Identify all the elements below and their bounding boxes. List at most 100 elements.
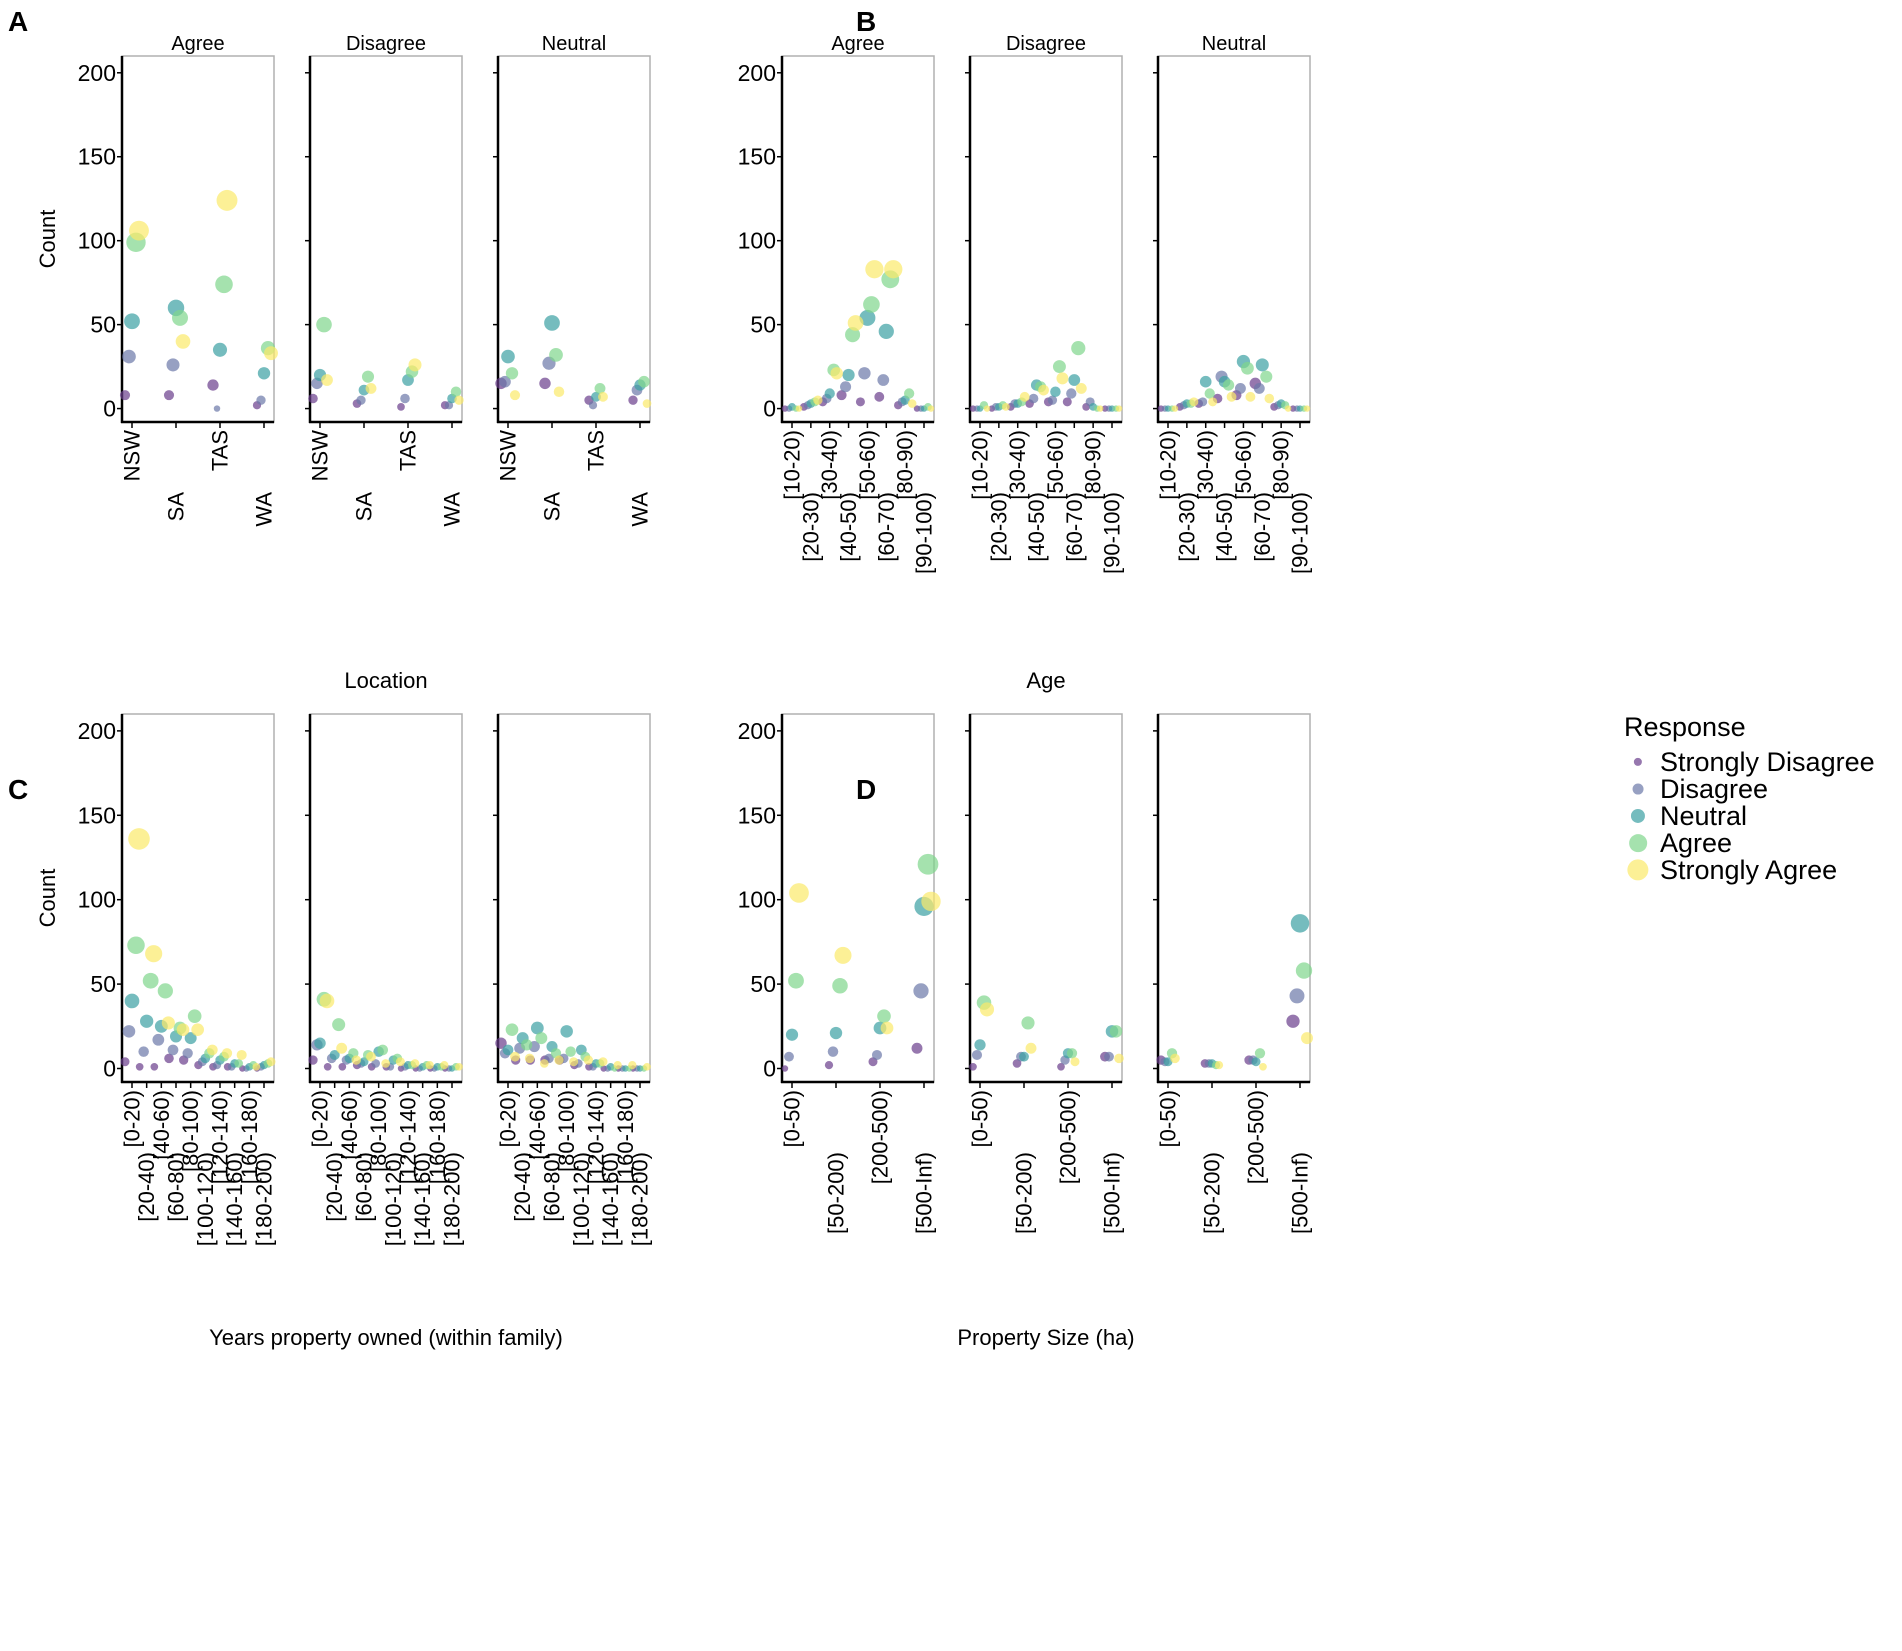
point-agree (535, 1032, 548, 1045)
point-strongly-agree (884, 260, 903, 279)
point-strongly-agree (216, 189, 238, 211)
x-tick-label: [50-200) (824, 1152, 849, 1234)
x-tick-label: [50-60) (855, 430, 880, 500)
point-agree (917, 853, 939, 875)
legend-item-strongly-disagree: Strongly Disagree (1624, 749, 1875, 776)
point-strongly-agree (1264, 393, 1275, 404)
x-tick-label: [160-180) (237, 1090, 262, 1184)
point-strongly-agree (847, 315, 864, 331)
x-tick-label: NSW (120, 430, 145, 482)
facet-panel-border (497, 55, 651, 423)
x-tick-label: WA (252, 492, 277, 527)
point-disagree (784, 1051, 794, 1062)
chart-b: 050100150200Agree[10-20)[20-30)[30-40)[4… (738, 33, 1313, 574)
x-tick-label: [50-200) (1200, 1152, 1225, 1234)
point-strongly-agree (983, 405, 991, 412)
point-strongly-disagree (1057, 1062, 1065, 1071)
point-strongly-agree (834, 946, 852, 964)
point-neutral (591, 391, 601, 402)
x-tick-label: [10-20) (968, 430, 993, 500)
chart-title-d: Age (1026, 668, 1065, 693)
point-strongly-disagree (781, 1065, 789, 1072)
point-strongly-disagree (397, 403, 405, 411)
point-neutral (1019, 1051, 1029, 1062)
x-tick-label: SA (164, 492, 189, 522)
x-tick-label: [120-140) (208, 1090, 233, 1184)
point-strongly-disagree (120, 1057, 130, 1067)
point-disagree (371, 1059, 380, 1068)
facet-label: Neutral (542, 33, 606, 55)
facet-d-2: [0-50) [50-200) [200-500) [500-Inf) (965, 713, 1125, 1234)
x-tick-label: [20-40) (510, 1152, 535, 1222)
point-strongly-agree (440, 1060, 449, 1070)
point-strongly-disagree (911, 1042, 923, 1054)
x-tick-label: [30-40) (1005, 430, 1030, 500)
point-neutral (140, 1014, 154, 1028)
point-agree (845, 327, 861, 343)
point-strongly-agree (1056, 372, 1069, 385)
facet-label: Neutral (1202, 33, 1266, 55)
point-disagree (400, 393, 410, 404)
point-strongly-disagree (1062, 397, 1072, 407)
facet-panel-border (497, 713, 651, 1083)
point-agree (1241, 361, 1254, 375)
point-strongly-agree (395, 1057, 405, 1067)
point-strongly-agree (175, 334, 191, 349)
x-tick-label: [60-70) (1250, 492, 1275, 562)
y-axis-label-a: Count (35, 210, 60, 269)
x-tick-label: [50-60) (1043, 430, 1068, 500)
facet-c-3: [0-20) [20-40)[40-60)[60-80)[80-100)[100-… (493, 713, 653, 1246)
x-tick-label: [80-100) (366, 1090, 391, 1172)
x-tick-label: [40-60) (337, 1090, 362, 1160)
facet-label: Disagree (1006, 33, 1086, 55)
point-strongly-agree (1214, 1060, 1224, 1070)
point-strongly-agree (1002, 403, 1010, 411)
chart-a: Count050100150200AgreeNSWSATASWADisagree… (35, 33, 653, 527)
chart-title-c: Location (344, 668, 427, 693)
point-strongly-agree (830, 367, 843, 380)
x-tick-label: TAS (396, 430, 421, 471)
point-neutral (530, 1021, 544, 1035)
panel-label-d: D (856, 774, 877, 805)
point-disagree (858, 367, 871, 380)
x-tick-label: [100-120) (569, 1152, 594, 1246)
point-strongly-disagree (539, 377, 551, 390)
point-strongly-agree (510, 1051, 520, 1062)
point-agree (832, 978, 848, 994)
point-strongly-agree (554, 1055, 564, 1065)
legend-item-disagree: Disagree (1624, 776, 1875, 803)
point-strongly-agree (613, 1060, 622, 1070)
point-neutral (212, 342, 228, 357)
point-strongly-disagree (308, 1055, 318, 1065)
y-tick-label: 50 (90, 312, 116, 338)
point-neutral (502, 1044, 514, 1056)
y-tick-label: 150 (738, 802, 776, 828)
point-agree (450, 386, 462, 398)
x-tick-label: [80-100) (554, 1090, 579, 1172)
point-strongly-agree (221, 1048, 233, 1059)
point-strongly-agree (252, 1062, 261, 1071)
point-strongly-agree (454, 395, 464, 405)
point-agree (863, 296, 880, 313)
point-strongly-agree (1284, 405, 1292, 412)
point-agree (1204, 388, 1215, 399)
point-strongly-disagree (163, 390, 175, 401)
x-tick-label: [100-120) (381, 1152, 406, 1246)
y-tick-label: 0 (763, 1055, 776, 1081)
x-tick-label: [30-40) (817, 430, 842, 500)
y-axis-label-c: Count (35, 869, 60, 928)
y-tick-label: 0 (103, 1055, 116, 1081)
x-tick-label: [90-100) (1288, 492, 1313, 574)
point-agree (549, 347, 563, 362)
facet-panel-border (969, 713, 1123, 1083)
point-agree (565, 1046, 576, 1057)
legend-label: Neutral (1660, 801, 1748, 831)
facet-d-3: [0-50) [50-200) [200-500) [500-Inf) (1153, 713, 1313, 1234)
point-strongly-agree (161, 1016, 175, 1030)
point-strongly-disagree (1012, 1059, 1022, 1068)
legend-title: Response (1624, 712, 1746, 742)
point-strongly-agree (598, 391, 608, 402)
x-tick-label: [50-60) (1231, 430, 1256, 500)
facet-c-1: [0-20) [20-40)[40-60)[60-80)[80-100)[100-… (117, 713, 277, 1246)
point-strongly-agree (336, 1042, 348, 1054)
